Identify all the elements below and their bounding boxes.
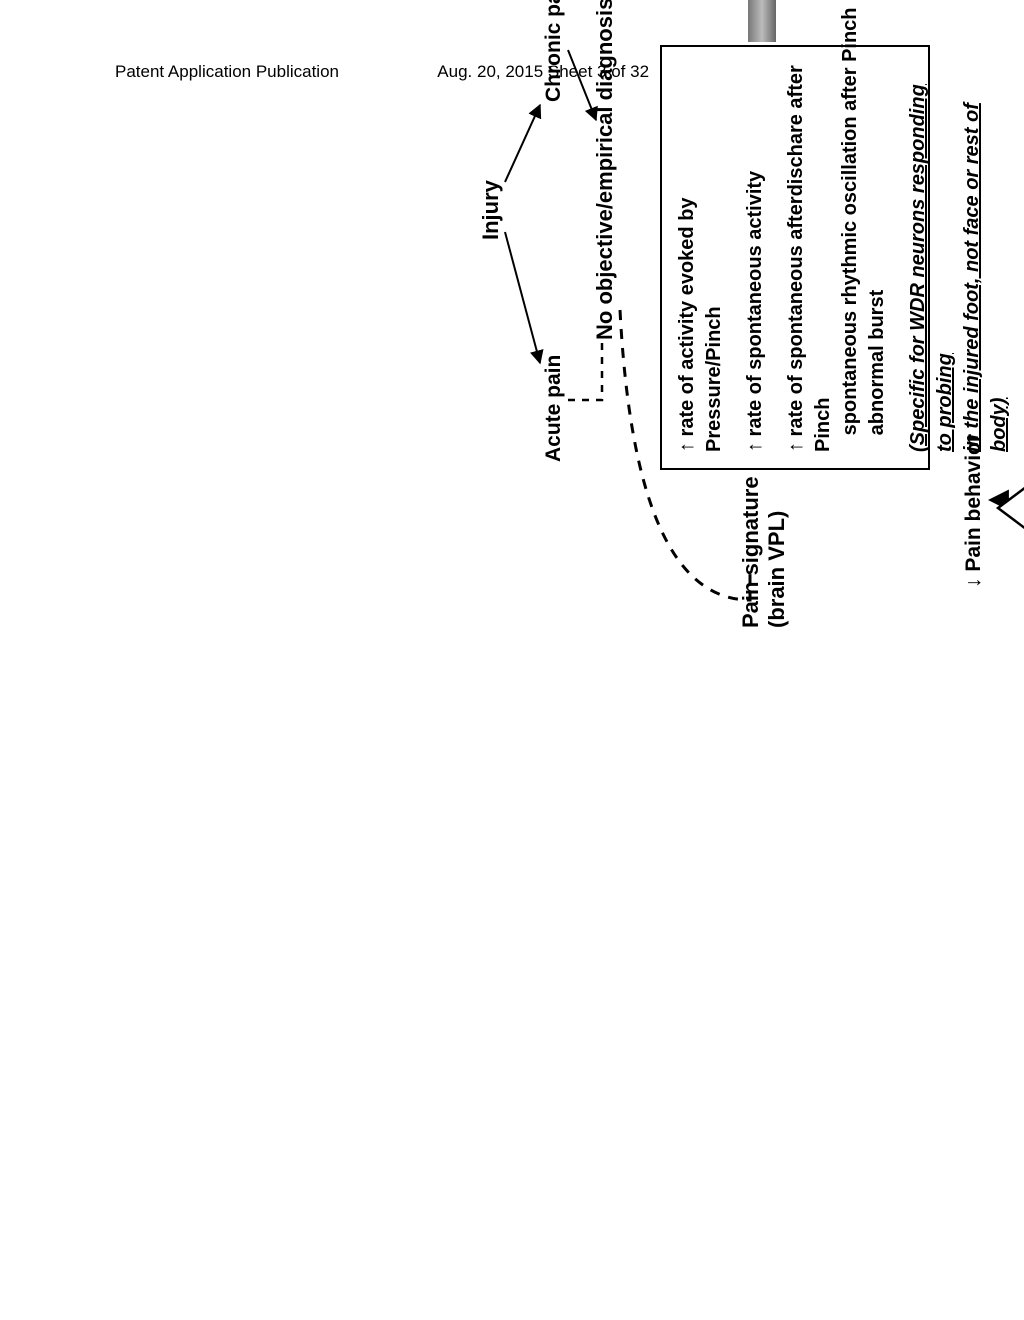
box-top-l2: ↑ rate of spontaneous activity [742, 63, 769, 452]
chronic-pain-prefix: Chronic pain [542, 0, 565, 102]
figure-panel: Injury Acute pain Chronic pain (Chronic,… [480, 0, 1024, 660]
pain-signature-box: ↑ rate of activity evoked by Pressure/Pi… [660, 45, 930, 470]
box-top-l7: in the injured foot, not face or rest of… [959, 63, 1013, 452]
box-top-l5: abnormal burst [864, 63, 891, 452]
acute-pain-label: Acute pain [542, 355, 566, 462]
no-objective-label: No objective/empirical diagnosis [592, 0, 618, 340]
injury-label: Injury [478, 180, 504, 240]
pain-signature-line1: Pain signature [738, 476, 764, 628]
header-left: Patent Application Publication [115, 62, 339, 82]
pain-behavior-label: ↓ Pain behavior [962, 434, 986, 588]
chronic-pain-label: Chronic pain (Chronic, neuropathic, soma… [542, 0, 566, 102]
box-top-l4: spontaneous rhythmic oscillation after P… [837, 63, 864, 452]
box-top-l1: ↑ rate of activity evoked by Pressure/Pi… [674, 63, 728, 452]
box-top-l6: (Specific for WDR neurons responding to … [905, 63, 959, 452]
pain-signature-line2: (brain VPL) [764, 511, 790, 628]
box-top-l3: ↑ rate of spontaneous afterdischare afte… [783, 63, 837, 452]
